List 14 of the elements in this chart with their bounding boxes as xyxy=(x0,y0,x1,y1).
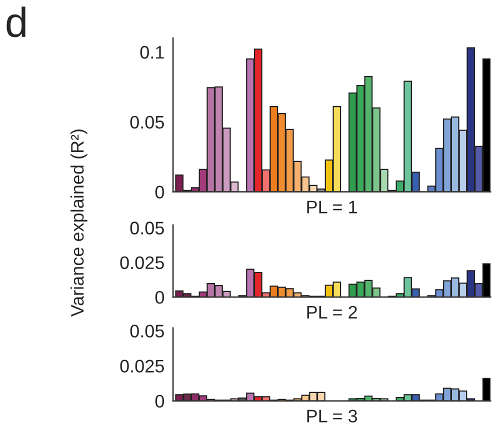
y-tick-label: 0 xyxy=(155,394,164,408)
y-tick-label: 0.025 xyxy=(120,360,164,373)
y-tick-label: 0 xyxy=(155,186,164,199)
y-tick-label: 0.025 xyxy=(120,256,164,270)
text: d xyxy=(6,6,26,38)
y-tick-label: 0.05 xyxy=(130,116,164,129)
y-tick-label: 0.1 xyxy=(140,46,164,59)
y-tick-label: 0 xyxy=(155,290,164,304)
y-axis-title: Variance explained (R²) xyxy=(70,130,88,317)
x-axis-title: PL = 2 xyxy=(307,306,357,318)
y-tick-label: 0.05 xyxy=(130,324,164,338)
y-tick-label: 0.05 xyxy=(130,222,164,234)
x-axis-title: PL = 3 xyxy=(307,410,358,422)
x-axis-title: PL = 1 xyxy=(307,200,357,214)
